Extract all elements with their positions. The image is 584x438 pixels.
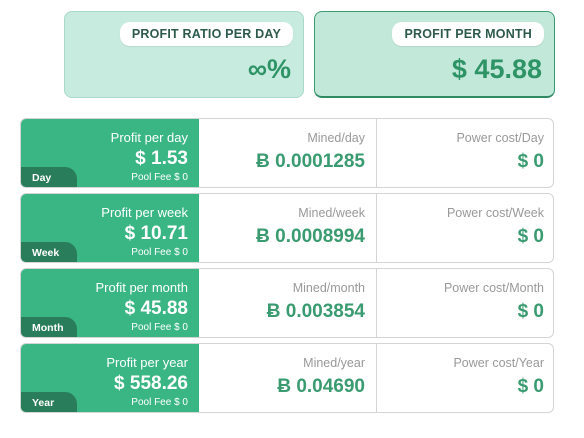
profit-value: $ 45.88	[124, 298, 188, 319]
profit-cell: Profit per month $ 45.88 Pool Fee $ 0 Mo…	[21, 269, 199, 337]
profit-row-month: Profit per month $ 45.88 Pool Fee $ 0 Mo…	[20, 268, 554, 338]
profit-cell: Profit per week $ 10.71 Pool Fee $ 0 Wee…	[21, 194, 199, 262]
pool-fee: Pool Fee $ 0	[131, 397, 188, 408]
profit-label: Profit per month	[95, 280, 189, 295]
power-cost-label: Power cost/Year	[453, 356, 544, 370]
power-cost-cell: Power cost/Day $ 0	[377, 119, 553, 187]
profit-month-label: PROFIT PER MONTH	[392, 22, 544, 46]
power-cost-label: Power cost/Day	[456, 131, 544, 145]
mined-cell: Mined/week Ƀ 0.0008994	[199, 194, 377, 262]
mined-label: Mined/year	[303, 356, 365, 370]
profit-label: Profit per week	[101, 205, 188, 220]
period-tag: Month	[21, 317, 77, 337]
pool-fee: Pool Fee $ 0	[131, 172, 188, 183]
mined-value: Ƀ 0.04690	[277, 376, 365, 397]
power-cost-value: $ 0	[517, 301, 544, 322]
profit-label: Profit per day	[110, 130, 188, 145]
pool-fee: Pool Fee $ 0	[131, 322, 188, 333]
profit-value: $ 10.71	[124, 223, 188, 244]
profit-month-value: $ 45.88	[451, 54, 542, 84]
profit-value: $ 558.26	[114, 373, 188, 394]
mined-cell: Mined/day Ƀ 0.0001285	[199, 119, 377, 187]
power-cost-label: Power cost/Week	[446, 206, 544, 220]
profit-row-day: Profit per day $ 1.53 Pool Fee $ 0 Day M…	[20, 118, 554, 188]
power-cost-label: Power cost/Month	[443, 281, 544, 295]
profit-month-card: PROFIT PER MONTH $ 45.88	[314, 11, 555, 98]
mined-cell: Mined/month Ƀ 0.003854	[199, 269, 377, 337]
power-cost-value: $ 0	[517, 151, 544, 172]
profit-row-week: Profit per week $ 10.71 Pool Fee $ 0 Wee…	[20, 193, 554, 263]
period-tag: Year	[21, 392, 77, 412]
profit-cell: Profit per day $ 1.53 Pool Fee $ 0 Day	[21, 119, 199, 187]
period-tag: Week	[21, 242, 77, 262]
profit-ratio-card: PROFIT RATIO PER DAY ∞%	[64, 11, 304, 98]
mined-label: Mined/week	[298, 206, 365, 220]
profit-cell: Profit per year $ 558.26 Pool Fee $ 0 Ye…	[21, 344, 199, 412]
profit-label: Profit per year	[106, 355, 188, 370]
power-cost-value: $ 0	[517, 376, 544, 397]
mined-value: Ƀ 0.003854	[266, 301, 365, 322]
power-cost-cell: Power cost/Month $ 0	[377, 269, 553, 337]
mined-cell: Mined/year Ƀ 0.04690	[199, 344, 377, 412]
mined-value: Ƀ 0.0008994	[256, 226, 365, 247]
power-cost-cell: Power cost/Week $ 0	[377, 194, 553, 262]
power-cost-value: $ 0	[517, 226, 544, 247]
profit-ratio-label: PROFIT RATIO PER DAY	[119, 22, 293, 46]
profit-ratio-value: ∞%	[247, 54, 291, 84]
mined-label: Mined/day	[307, 131, 365, 145]
profit-row-year: Profit per year $ 558.26 Pool Fee $ 0 Ye…	[20, 343, 554, 413]
power-cost-cell: Power cost/Year $ 0	[377, 344, 553, 412]
period-tag: Day	[21, 167, 77, 187]
profit-value: $ 1.53	[135, 148, 188, 169]
mined-value: Ƀ 0.0001285	[256, 151, 365, 172]
pool-fee: Pool Fee $ 0	[131, 247, 188, 258]
mined-label: Mined/month	[292, 281, 365, 295]
